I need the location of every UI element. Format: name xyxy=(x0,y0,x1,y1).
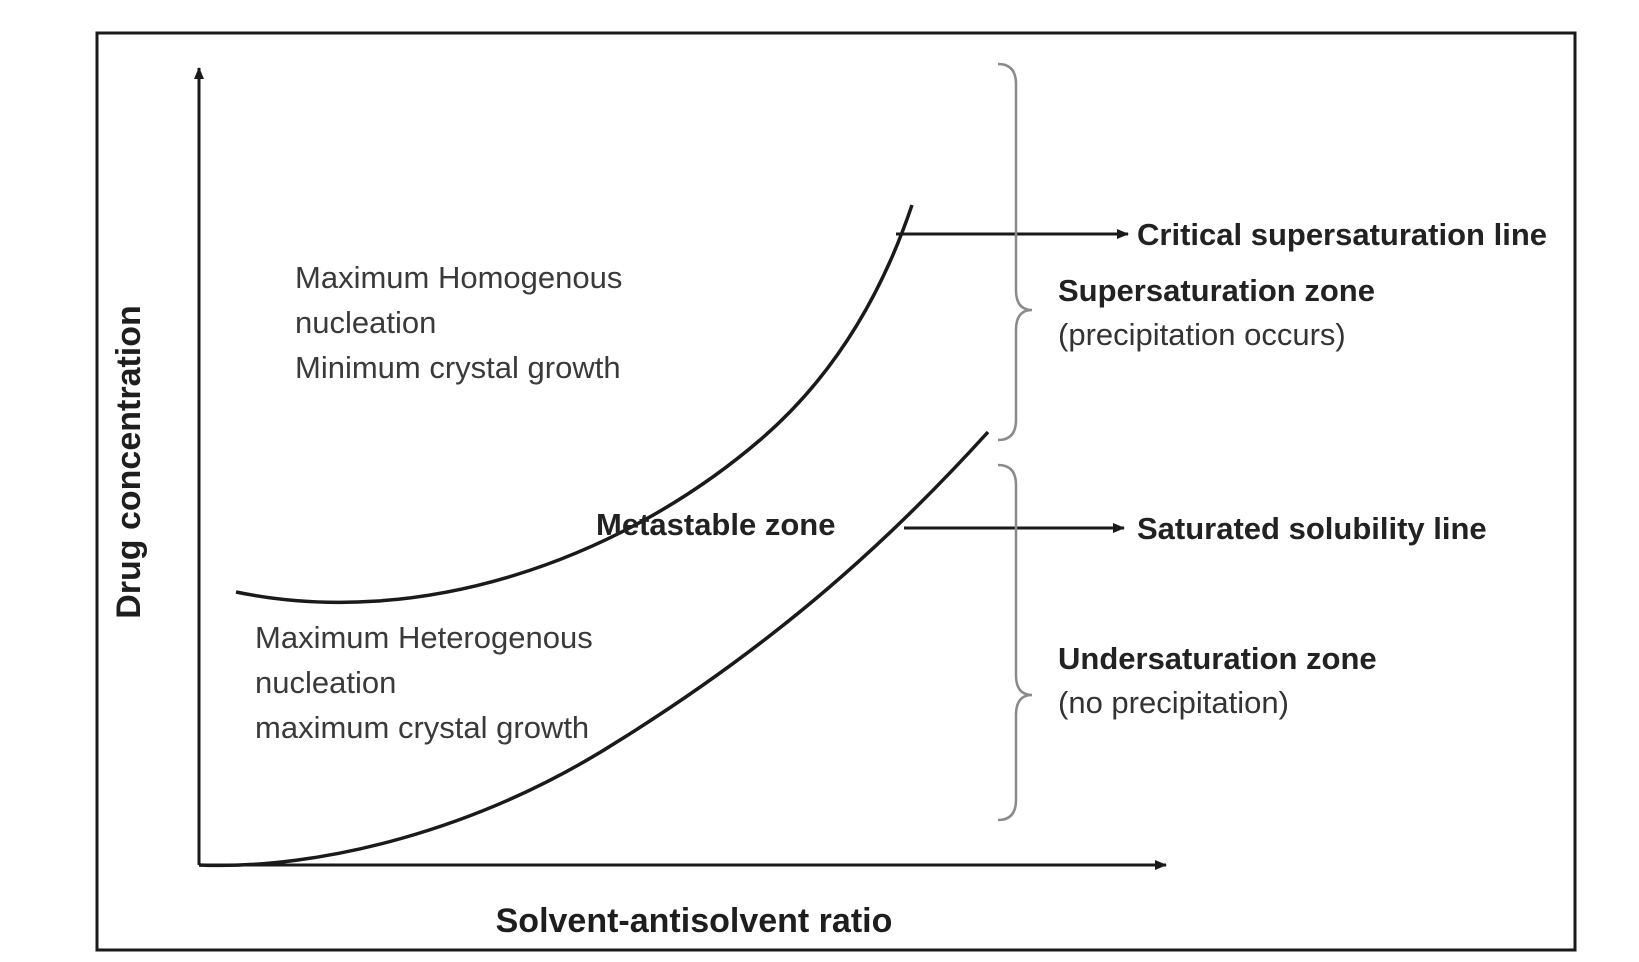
homogenous-region-line-3: Minimum crystal growth xyxy=(295,350,621,385)
supersaturation-bracket xyxy=(997,62,1033,442)
figure-frame xyxy=(95,31,1577,952)
critical-line-label: Critical supersaturation line xyxy=(1137,217,1547,252)
undersaturation-zone-title: Undersaturation zone xyxy=(1058,641,1377,676)
critical-supersaturation-curve xyxy=(235,204,914,605)
heterogenous-region-line-2: nucleation xyxy=(255,665,396,700)
homogenous-region-line-1: Maximum Homogenous xyxy=(295,260,622,295)
x-axis-label: Solvent-antisolvent ratio xyxy=(496,902,893,940)
homogenous-region-line-2: nucleation xyxy=(295,305,436,340)
undersaturation-bracket xyxy=(997,463,1033,822)
solubility-line-label: Saturated solubility line xyxy=(1137,511,1487,546)
supersaturation-zone-note: (precipitation occurs) xyxy=(1058,317,1346,352)
undersaturation-zone-note: (no precipitation) xyxy=(1058,685,1289,720)
metastable-zone-label: Metastable zone xyxy=(596,507,835,542)
heterogenous-region-line-3: maximum crystal growth xyxy=(255,710,589,745)
heterogenous-region-line-1: Maximum Heterogenous xyxy=(255,620,593,655)
supersaturation-zone-title: Supersaturation zone xyxy=(1058,273,1375,308)
y-axis-label: Drug concentration xyxy=(110,305,148,619)
saturated-solubility-curve xyxy=(198,430,990,868)
